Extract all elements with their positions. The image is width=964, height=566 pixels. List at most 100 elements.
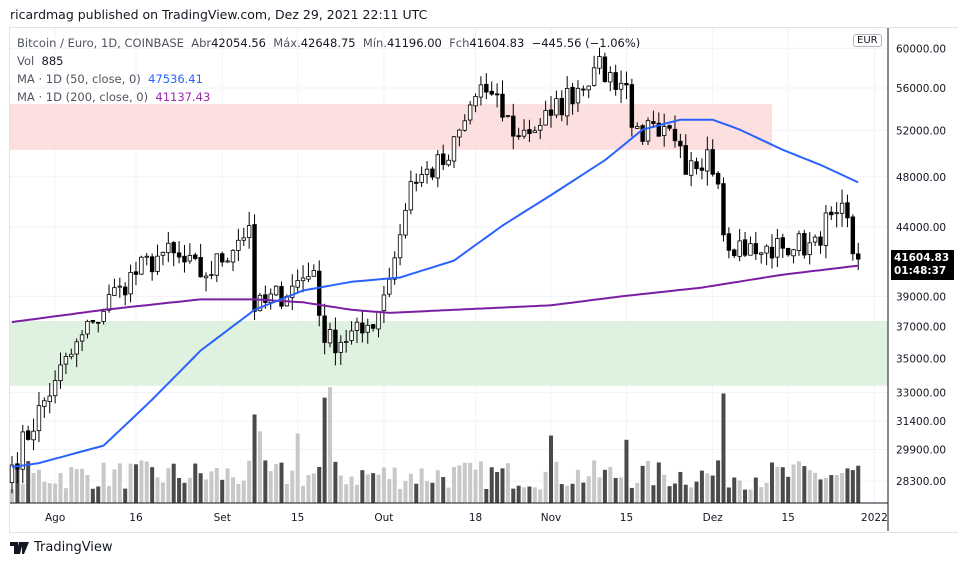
candle-body: [171, 242, 176, 254]
candle-body: [69, 353, 74, 358]
volume-bar: [301, 485, 306, 503]
candle-body: [807, 242, 812, 255]
volume-bar: [646, 460, 651, 503]
volume-bar: [317, 466, 322, 503]
volume-bar: [613, 478, 618, 503]
candle-body: [333, 329, 338, 354]
candle-body: [489, 90, 494, 95]
candle-body: [203, 275, 209, 279]
candle-body: [543, 110, 548, 126]
volume-bar: [435, 470, 440, 503]
volume-bar: [592, 460, 597, 503]
volume-bar: [241, 480, 246, 503]
volume-bar: [532, 487, 537, 503]
candle-body: [737, 240, 742, 257]
candle-body: [257, 294, 263, 312]
price-tick-label: 60000.00: [896, 43, 946, 55]
chart-legend: Bitcoin / Euro, 1D, COINBASE Abr42054.56…: [17, 34, 640, 106]
candle-body: [300, 277, 306, 282]
price-tick-label: 28300.00: [896, 476, 946, 488]
volume-bar: [381, 467, 386, 503]
candle-body: [532, 130, 538, 133]
volume-bar: [209, 471, 214, 503]
volume-bar: [376, 474, 381, 503]
candle-body: [521, 129, 527, 137]
support-zone: [10, 320, 888, 386]
volume-bar: [559, 484, 564, 503]
candle-body: [322, 315, 327, 343]
volume-bar: [387, 479, 392, 503]
volume-bar: [252, 414, 257, 503]
volume-bar: [549, 435, 553, 503]
close-label: Fch: [449, 36, 470, 50]
candle-body: [834, 212, 839, 215]
volume-bar: [128, 463, 133, 503]
candle-body: [263, 294, 268, 303]
volume-bar: [791, 464, 796, 503]
volume-bar: [90, 488, 95, 503]
price-tick-label: 52000.00: [896, 126, 946, 138]
volume-bar: [586, 476, 591, 503]
volume-bar: [31, 473, 36, 503]
candle-body: [311, 270, 317, 277]
volume-bar: [802, 466, 807, 503]
volume-bar: [441, 477, 446, 503]
candle-body: [101, 310, 106, 322]
price-tick-label: 31400.00: [896, 416, 946, 428]
candle-body: [376, 310, 381, 330]
time-tick-label: 2022: [861, 512, 888, 524]
volume-bar: [608, 466, 613, 503]
candle-body: [829, 211, 834, 216]
ma50-row[interactable]: MA · 1D (50, close, 0) 47536.41: [17, 70, 640, 88]
volume-bar: [511, 488, 516, 503]
volume-bar: [581, 482, 586, 503]
candle-body: [112, 287, 117, 296]
candle-body: [457, 129, 462, 138]
volume-bar: [322, 397, 327, 503]
volume-row[interactable]: Vol 885: [17, 52, 640, 70]
volume-bar: [414, 483, 419, 503]
volume-bar: [662, 474, 667, 503]
candle-body: [338, 341, 343, 353]
currency-badge[interactable]: EUR: [853, 34, 882, 47]
candle-body: [349, 330, 354, 341]
candle-body: [775, 238, 780, 258]
tradingview-logo[interactable]: TradingView: [10, 540, 113, 555]
candle-body: [640, 125, 645, 142]
time-tick-label: Ago: [45, 512, 65, 524]
candle-body: [435, 154, 441, 179]
price-tick-label: 33000.00: [896, 388, 946, 400]
candle-body: [20, 431, 25, 470]
volume-bar: [306, 475, 311, 503]
volume-bar: [629, 487, 634, 503]
candle-body: [290, 285, 295, 298]
symbol-name[interactable]: Bitcoin / Euro, 1D, COINBASE: [17, 36, 184, 50]
ma200-row[interactable]: MA · 1D (200, close, 0) 41137.43: [17, 88, 640, 106]
volume-bar: [408, 473, 413, 503]
candle-body: [96, 321, 101, 324]
time-tick-label: 15: [620, 512, 633, 524]
candle-body: [446, 159, 451, 166]
volume-bar: [63, 488, 68, 503]
price-tick-label: 35000.00: [896, 354, 946, 366]
candle-body: [117, 285, 122, 288]
candle-body: [856, 253, 861, 260]
candle-body: [139, 256, 144, 275]
volume-bar: [780, 467, 785, 503]
publish-info: ricardmag published on TradingView.com, …: [10, 7, 428, 22]
volume-bar: [759, 487, 764, 503]
candle-body: [586, 85, 591, 91]
candle-body: [732, 249, 737, 257]
volume-bar: [133, 464, 138, 503]
candle-body: [63, 356, 69, 365]
chart-frame: [9, 27, 958, 533]
high-label: Máx.: [273, 36, 301, 50]
candle-body: [273, 285, 279, 296]
time-tick-label: 15: [291, 512, 304, 524]
candle-body: [387, 278, 392, 295]
volume-bar: [177, 477, 182, 503]
volume-bar: [371, 473, 376, 503]
candle-body: [220, 253, 225, 263]
volume-bar: [505, 463, 510, 503]
